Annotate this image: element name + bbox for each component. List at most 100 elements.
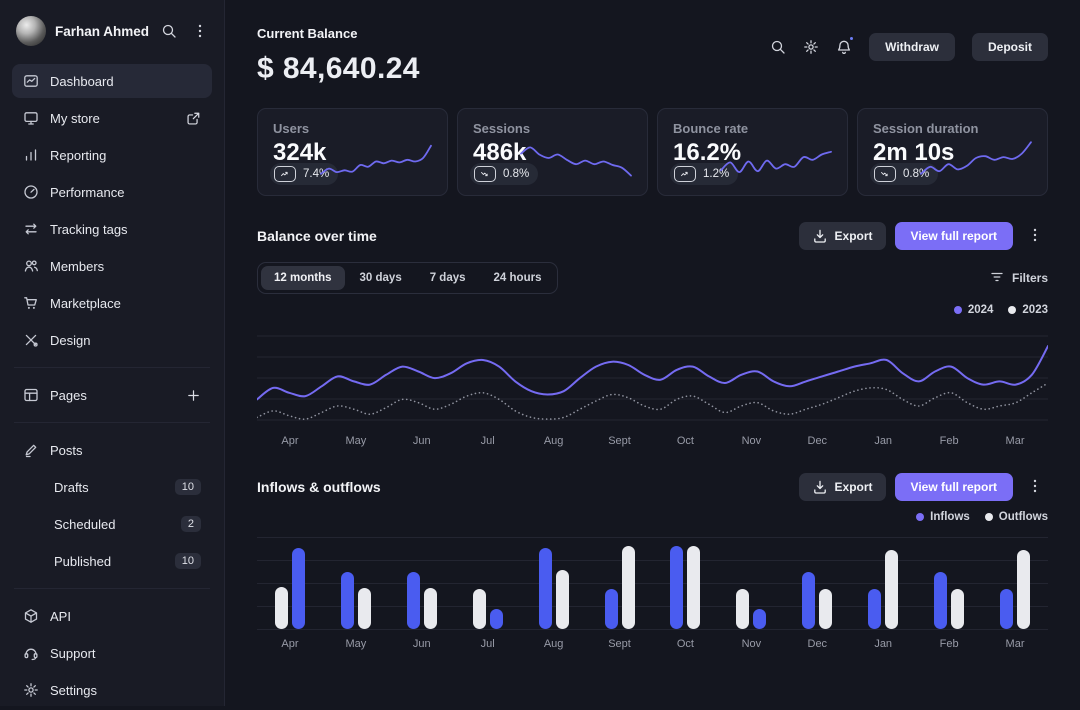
sidebar-item-reporting[interactable]: Reporting	[12, 138, 212, 172]
user-profile[interactable]: Farhan Ahmed	[16, 16, 153, 46]
withdraw-button[interactable]: Withdraw	[869, 33, 955, 61]
tab-30-days[interactable]: 30 days	[347, 266, 415, 290]
kebab-menu-icon[interactable]	[192, 23, 208, 39]
plus-icon[interactable]	[186, 388, 201, 403]
x-axis-label: Apr	[281, 435, 299, 447]
stat-label: Sessions	[473, 121, 531, 136]
bar-group-dec	[784, 537, 850, 629]
export-button[interactable]: Export	[798, 473, 886, 501]
tab-7-days[interactable]: 7 days	[417, 266, 479, 290]
page-header: Current Balance $ 84,640.24 Withdraw Dep…	[257, 26, 1048, 86]
sidebar-item-dashboard[interactable]: Dashboard	[12, 64, 212, 98]
sidebar-item-api[interactable]: API	[12, 599, 212, 633]
search-icon[interactable]	[161, 23, 177, 39]
x-axis-label: Jan	[874, 435, 893, 447]
design-tools-icon	[23, 332, 39, 348]
cart-icon	[23, 295, 39, 311]
sidebar-item-label: Scheduled	[54, 516, 116, 532]
sidebar-item-published[interactable]: Published 10	[12, 544, 212, 578]
sidebar-item-my-store[interactable]: My store	[12, 101, 212, 135]
sidebar-item-label: Reporting	[50, 147, 107, 163]
bar-inflows-sept	[604, 588, 618, 629]
filters-button[interactable]: Filters	[989, 269, 1048, 288]
sidebar-item-performance[interactable]: Performance	[12, 175, 212, 209]
x-axis-label: Jul	[480, 435, 495, 447]
main-content: Current Balance $ 84,640.24 Withdraw Dep…	[225, 0, 1080, 706]
x-axis-label: Oct	[676, 435, 694, 447]
gridline	[257, 583, 1048, 584]
bar-outflows-sept	[621, 546, 635, 629]
pages-icon	[23, 387, 39, 403]
sidebar-item-pages[interactable]: Pages	[12, 378, 212, 412]
bar-inflows-mar	[1000, 588, 1014, 629]
sidebar-item-drafts[interactable]: Drafts 10	[12, 470, 212, 504]
bar-group-jan	[850, 537, 916, 629]
bar-inflows-feb	[934, 571, 948, 629]
tab-12-months[interactable]: 12 months	[261, 266, 345, 290]
sidebar-divider	[14, 422, 210, 423]
balance-section-menu-button[interactable]	[1022, 225, 1048, 248]
inflows-section-menu-button[interactable]	[1022, 476, 1048, 499]
x-axis-label: Feb	[939, 638, 959, 650]
bar-group-jun	[389, 537, 455, 629]
line-series-2023	[257, 382, 1048, 420]
x-axis-label: Sept	[608, 638, 631, 650]
sparkline	[520, 146, 632, 177]
legend-label: Outflows	[998, 511, 1048, 523]
bar-inflows-oct	[670, 546, 684, 629]
stat-label: Session duration	[873, 121, 979, 136]
legend-dot	[953, 306, 962, 314]
bar-inflows-aug	[538, 548, 552, 629]
sidebar-item-posts[interactable]: Posts	[12, 433, 212, 467]
bar-group-mar	[982, 537, 1048, 629]
balance-value: $ 84,640.24	[257, 52, 420, 85]
bar-chart-x-axis: Apr May Jun Jul Aug Sept Oct Nov Dec Jan Feb Mar	[257, 638, 1048, 650]
bar-outflows-jul	[472, 588, 486, 629]
trend-value: 1.2%	[703, 168, 730, 180]
sidebar-item-design[interactable]: Design	[12, 323, 212, 357]
legend-dot	[1008, 306, 1017, 314]
bar-group-nov	[718, 537, 784, 629]
line-chart-x-axis: Apr May Jun Jul Aug Sept Oct Nov Dec Jan Feb Mar	[257, 435, 1048, 447]
bar-inflows-jul	[489, 608, 503, 629]
sidebar-item-label: Performance	[50, 184, 125, 200]
sidebar-item-settings[interactable]: Settings	[12, 673, 212, 707]
bar-chart-icon	[23, 147, 39, 163]
line-series-2024	[257, 345, 1048, 401]
stat-label: Users	[273, 121, 310, 136]
view-full-report-button[interactable]: View full report	[894, 222, 1013, 250]
trend-badge: 0.8%	[470, 163, 539, 185]
gridline	[257, 537, 1048, 538]
bell-icon[interactable]	[836, 35, 856, 55]
sidebar-item-tracking-tags[interactable]: Tracking tags	[12, 212, 212, 246]
section-title: Balance over time	[257, 228, 377, 244]
section-title: Inflows & outflows	[257, 479, 381, 495]
sidebar: Farhan Ahmed Dashboard My store Reporting P…	[0, 0, 225, 706]
trend-up-icon	[274, 166, 296, 182]
sidebar-item-members[interactable]: Members	[12, 249, 212, 283]
bar-outflows-apr	[274, 586, 288, 629]
x-axis-label: Dec	[807, 638, 828, 650]
stat-value: 324k	[273, 139, 327, 166]
view-full-report-button[interactable]: View full report	[894, 473, 1013, 501]
x-axis-label: Feb	[939, 435, 959, 447]
legend-inflows: Inflows	[916, 511, 970, 523]
tab-24-hours[interactable]: 24 hours	[481, 266, 555, 290]
search-icon[interactable]	[770, 39, 786, 55]
trend-down-icon	[474, 166, 496, 182]
external-link-icon[interactable]	[186, 111, 201, 126]
count-badge: 2	[180, 516, 201, 532]
export-button[interactable]: Export	[798, 222, 886, 250]
gridline	[257, 629, 1048, 630]
x-axis-label: Mar	[1005, 435, 1025, 447]
deposit-button[interactable]: Deposit	[971, 33, 1048, 61]
sidebar-item-support[interactable]: Support	[12, 636, 212, 670]
sidebar-item-scheduled[interactable]: Scheduled 2	[12, 507, 212, 541]
sidebar-item-label: Members	[50, 258, 105, 274]
stat-value: 16.2%	[673, 139, 742, 166]
bar-outflows-mar	[1017, 549, 1031, 629]
sidebar-item-marketplace[interactable]: Marketplace	[12, 286, 212, 320]
legend-2023: 2023	[1008, 304, 1048, 316]
gear-icon[interactable]	[803, 39, 819, 55]
